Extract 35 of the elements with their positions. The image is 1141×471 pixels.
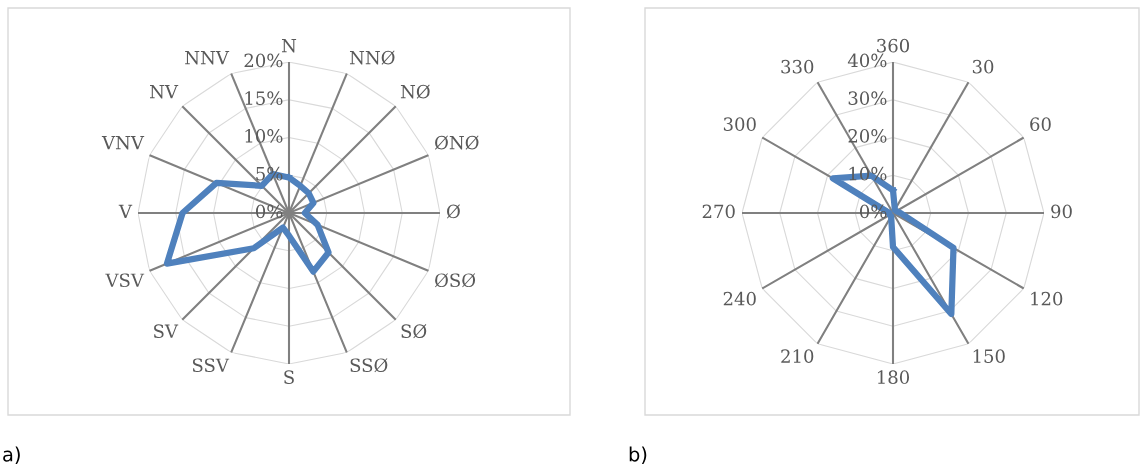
spoke-label: 210	[781, 349, 814, 363]
spoke-label: ØNØ	[434, 135, 479, 150]
text: b)	[629, 446, 647, 464]
y-tick-label: 15%	[245, 91, 283, 105]
y-tick-label: 20%	[848, 129, 887, 143]
spoke-label: 60	[1030, 117, 1051, 131]
spoke-label: 30	[972, 59, 994, 74]
spoke-label: N	[281, 39, 297, 53]
spoke-label: V	[118, 204, 133, 218]
spoke-label: NV	[150, 85, 179, 99]
spoke-label: 270	[702, 204, 735, 219]
spoke-label: 240	[723, 291, 756, 306]
spoke-label: 330	[781, 59, 814, 74]
spoke-label: SØ	[401, 324, 427, 339]
spoke-label: 360	[877, 38, 910, 53]
spoke-label: VSV	[105, 273, 145, 288]
spoke-label: SV	[154, 324, 179, 339]
spoke-label: SSØ	[350, 358, 388, 373]
y-tick-label: 30%	[848, 91, 887, 105]
spoke-label: NNØ	[349, 50, 395, 65]
spoke-label: VNV	[101, 135, 145, 150]
spoke-label: 300	[723, 117, 756, 131]
spoke-label: 120	[1031, 291, 1063, 306]
spoke-label: 150	[973, 349, 1005, 363]
spoke-label: Ø	[446, 204, 460, 219]
y-tick-label: 40%	[847, 53, 887, 68]
spoke-label: ØSØ	[434, 273, 476, 288]
spoke-label: SSV	[192, 358, 230, 373]
spoke-label: NNV	[185, 51, 230, 65]
spoke-label: 180	[877, 370, 910, 385]
y-tick-label: 20%	[244, 53, 283, 68]
text: a)	[3, 446, 20, 464]
spoke-label: NØ	[400, 84, 430, 99]
spoke-label: 90	[1051, 204, 1072, 219]
spoke-label: S	[284, 370, 294, 385]
